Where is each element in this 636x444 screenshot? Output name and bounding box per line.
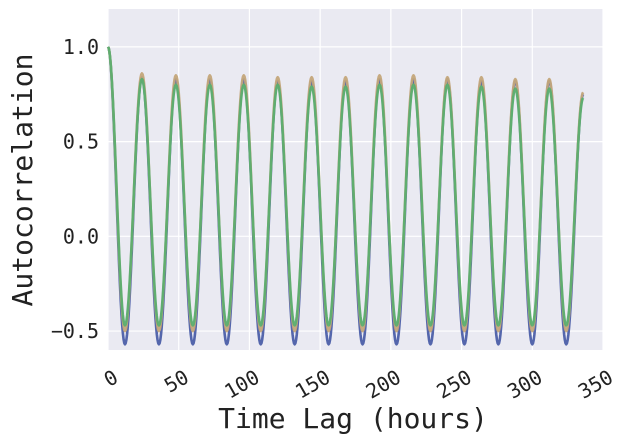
y-axis-label: Autocorrelation <box>6 54 39 307</box>
x-tick-label: 150 <box>291 365 334 404</box>
y-tick-label: 0.0 <box>63 224 99 248</box>
x-tick-label: 50 <box>160 365 193 398</box>
y-tick-label: 1.0 <box>63 35 99 59</box>
x-axis-label: Time Lag (hours) <box>218 402 488 435</box>
y-tick-label: −0.5 <box>51 319 99 343</box>
x-tick-label: 0 <box>100 365 122 392</box>
y-tick-labels: −0.5 0.0 0.5 1.0 <box>51 35 99 343</box>
x-tick-label: 100 <box>220 365 263 404</box>
y-tick-label: 0.5 <box>63 130 99 154</box>
series-lines <box>106 46 585 346</box>
x-tick-label: 250 <box>432 365 475 404</box>
x-tick-label: 300 <box>503 365 546 404</box>
plot-background <box>108 9 603 350</box>
x-tick-labels: 0 50 100 150 200 250 300 350 <box>100 365 617 404</box>
x-tick-label: 350 <box>574 365 617 404</box>
x-tick-label: 200 <box>362 365 405 404</box>
series-line-3 <box>106 46 585 327</box>
x-gridlines <box>107 9 604 350</box>
